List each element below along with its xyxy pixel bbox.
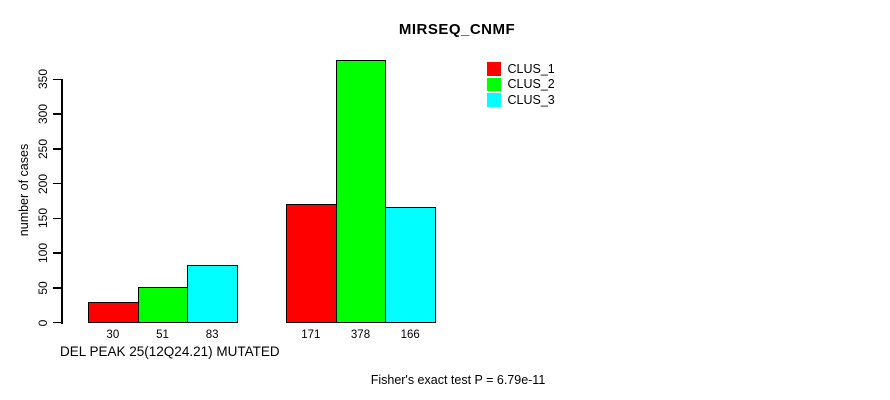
bar-value-label: 51 [156, 328, 169, 341]
y-axis-tick-label: 100 [36, 242, 50, 264]
y-axis-tick [53, 252, 61, 254]
legend-item: CLUS_3 [487, 92, 555, 108]
legend-item: CLUS_2 [487, 77, 555, 93]
chart-title: MIRSEQ_CNMF [398, 21, 516, 38]
bar-clus_3 [385, 207, 436, 324]
y-axis-tick-label: 200 [36, 173, 50, 194]
bar-clus_1 [286, 203, 337, 324]
bar-value-label: 171 [301, 328, 321, 341]
y-axis-tick [53, 148, 61, 150]
legend-label: CLUS_2 [507, 77, 555, 92]
y-axis-tick-label: 250 [36, 138, 50, 159]
y-axis-tick-label: 150 [36, 208, 50, 229]
bar-clus_2 [137, 287, 189, 324]
bar-clus_1 [88, 301, 139, 324]
y-axis-tick-label: 50 [36, 281, 50, 295]
bar-value-label: 378 [350, 328, 371, 341]
bar-clus_2 [335, 59, 387, 324]
bar-clus_3 [187, 264, 238, 324]
y-axis-tick-label: 300 [36, 103, 50, 125]
y-axis-tick [53, 182, 61, 185]
y-axis-tick [53, 113, 61, 115]
legend-item: CLUS_1 [487, 61, 555, 77]
y-axis-tick-label: 0 [36, 319, 50, 326]
bar-value-label: 83 [205, 328, 219, 341]
y-axis-tick [53, 321, 61, 324]
x-axis-title: DEL PEAK 25(12Q24.21) MUTATED [60, 344, 280, 359]
bar-value-label: 30 [106, 328, 120, 341]
y-axis-tick-label: 350 [36, 69, 50, 90]
legend-swatch [487, 93, 501, 107]
y-axis-tick [53, 78, 61, 80]
bar-value-label: 166 [400, 328, 420, 341]
y-axis-tick [53, 287, 61, 289]
y-axis-title: number of cases [17, 143, 31, 237]
legend-swatch [487, 62, 501, 76]
legend-swatch [487, 77, 501, 91]
y-axis-tick [53, 217, 61, 219]
legend: CLUS_1 CLUS_2 CLUS_3 [487, 61, 555, 108]
y-axis-line [61, 79, 63, 324]
legend-label: CLUS_3 [507, 92, 555, 107]
legend-label: CLUS_1 [507, 61, 555, 76]
fisher-test-annotation: Fisher's exact test P = 6.79e-11 [370, 373, 546, 387]
